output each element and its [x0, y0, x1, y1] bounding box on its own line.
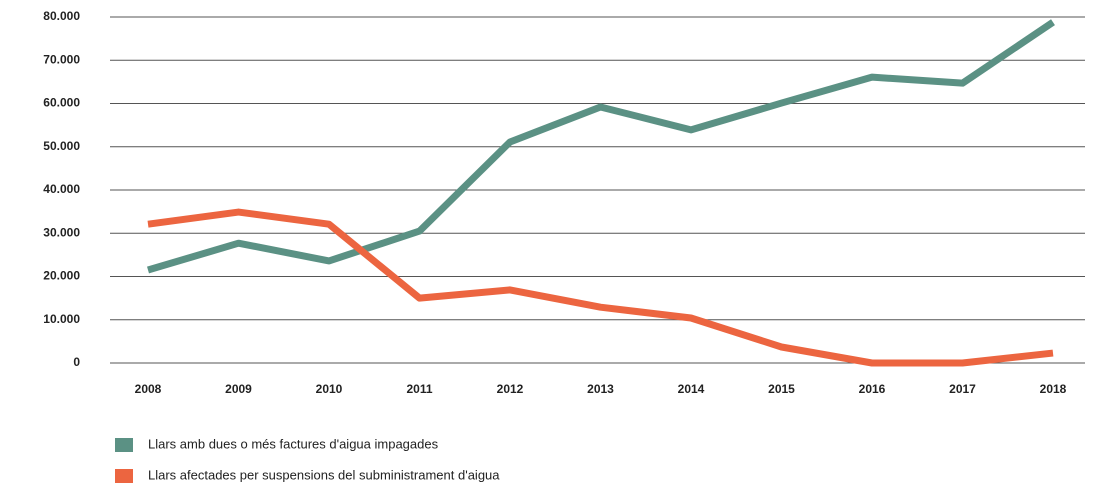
y-tick-label: 10.000 [43, 312, 80, 326]
x-tick-label: 2011 [406, 382, 432, 396]
series-line [147, 19, 1055, 274]
series-line [147, 208, 1054, 367]
x-tick-label: 2012 [497, 382, 524, 396]
y-tick-label: 80.000 [43, 9, 80, 23]
y-tick-label: 40.000 [43, 182, 80, 196]
legend-swatch [115, 469, 133, 483]
x-tick-label: 2008 [135, 382, 162, 396]
y-tick-label: 70.000 [43, 52, 80, 66]
y-tick-label: 60.000 [43, 96, 80, 110]
y-tick-label: 0 [73, 355, 80, 369]
legend-label: Llars afectades per suspensions del subm… [148, 467, 500, 482]
legend-label: Llars amb dues o més factures d'aigua im… [148, 436, 439, 451]
x-tick-label: 2017 [949, 382, 976, 396]
x-tick-label: 2015 [768, 382, 795, 396]
x-tick-label: 2009 [225, 382, 252, 396]
x-tick-label: 2010 [316, 382, 343, 396]
x-tick-label: 2018 [1040, 382, 1067, 396]
legend-swatch [115, 438, 133, 452]
y-tick-label: 20.000 [43, 269, 80, 283]
y-tick-label: 30.000 [43, 225, 80, 239]
y-tick-label: 50.000 [43, 139, 80, 153]
x-tick-label: 2016 [859, 382, 886, 396]
x-tick-label: 2013 [587, 382, 614, 396]
x-tick-label: 2014 [678, 382, 705, 396]
